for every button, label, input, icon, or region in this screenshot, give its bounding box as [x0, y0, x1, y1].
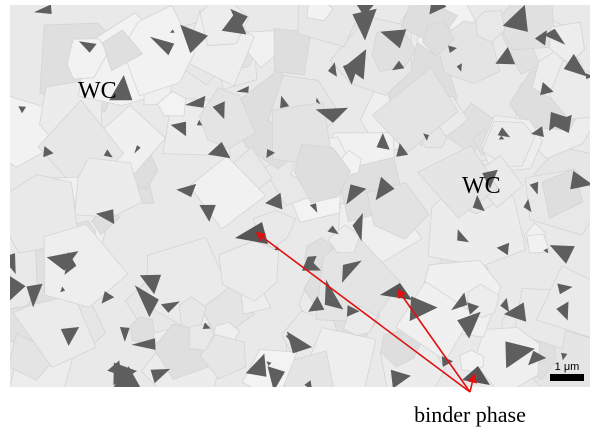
annotation-label: binder phase	[414, 402, 526, 427]
scale-bar	[550, 374, 584, 381]
phase-label: WC	[462, 173, 501, 199]
phase-label: WC	[78, 78, 117, 104]
page: WC WC 1 μm binder phase (() => { const d…	[0, 0, 596, 435]
binder-phase	[2, 253, 16, 274]
scale-bar-label: 1 μm	[555, 361, 580, 373]
micrograph-figure: WC WC 1 μm binder phase	[0, 0, 596, 435]
